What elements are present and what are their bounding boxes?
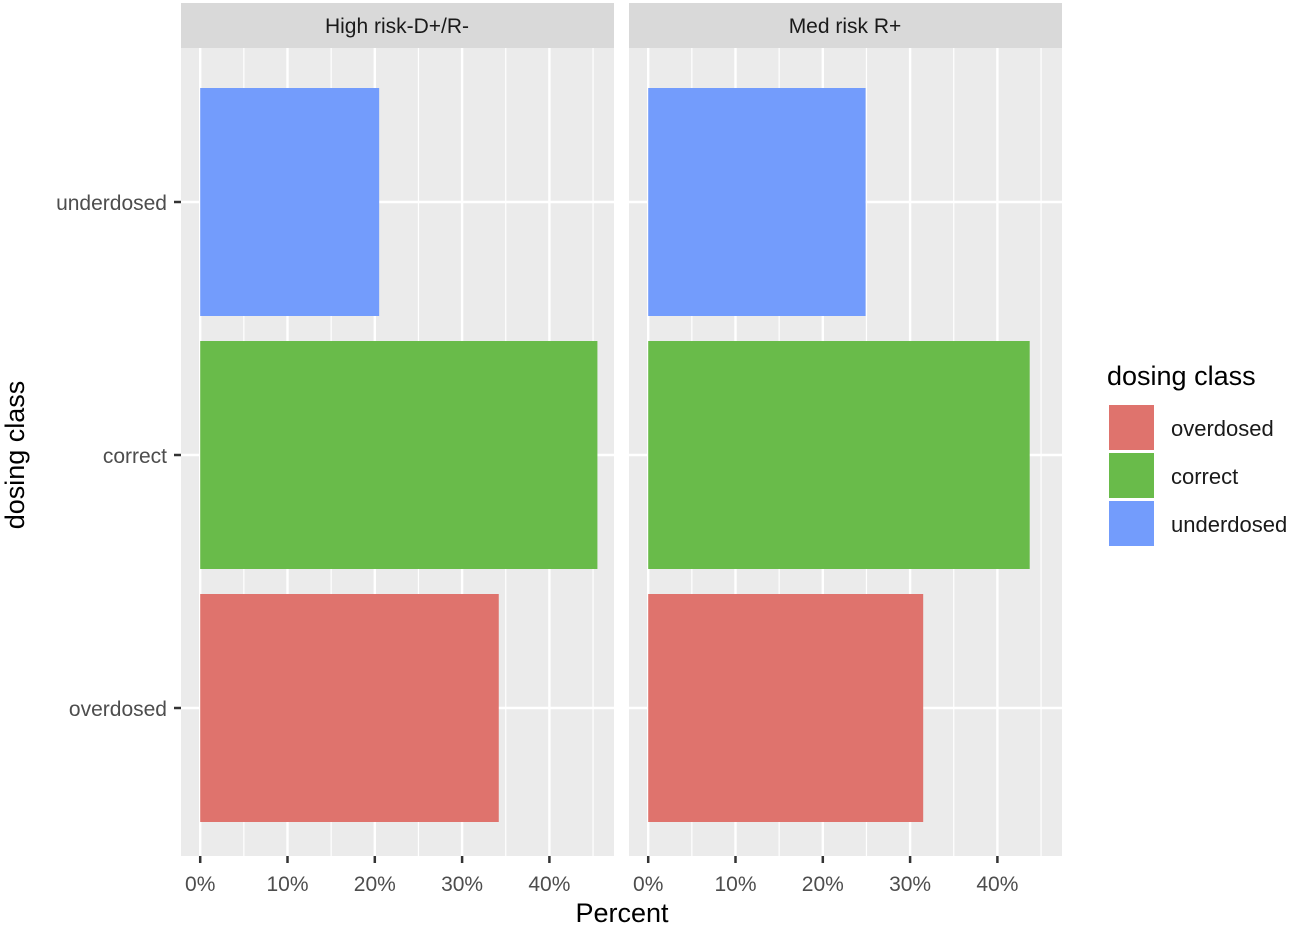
facet-label-high-risk: High risk-D+/R- bbox=[325, 15, 469, 38]
x-tick-label: 40% bbox=[976, 873, 1018, 896]
x-tick-label: 0% bbox=[185, 873, 215, 896]
bar-med-risk-overdosed bbox=[648, 594, 924, 822]
legend-key-correct bbox=[1109, 453, 1154, 498]
legend-label-underdosed: underdosed bbox=[1171, 512, 1287, 537]
x-tick-label: 20% bbox=[354, 873, 396, 896]
legend-title: dosing class bbox=[1107, 361, 1256, 391]
x-tick-label: 10% bbox=[266, 873, 308, 896]
y-tick-label-overdosed: overdosed bbox=[69, 698, 167, 721]
legend-key-overdosed bbox=[1109, 405, 1154, 450]
x-tick-label: 40% bbox=[528, 873, 570, 896]
x-tick-label: 30% bbox=[889, 873, 931, 896]
y-tick-label-correct: correct bbox=[103, 445, 167, 468]
facet-strip-high-risk bbox=[181, 3, 614, 48]
bar-high-risk-correct bbox=[200, 341, 598, 569]
facet-label-med-risk: Med risk R+ bbox=[789, 15, 902, 38]
bar-layer bbox=[200, 88, 1030, 822]
bar-med-risk-correct bbox=[648, 341, 1030, 569]
legend-key-underdosed bbox=[1109, 501, 1154, 546]
legend-label-overdosed: overdosed bbox=[1171, 416, 1274, 441]
y-axis-title: dosing class bbox=[0, 381, 30, 530]
axis-layer: 0% 10% 20% 30% 40% 0% 10% 20% 30% 40% bbox=[185, 856, 1018, 896]
bar-med-risk-underdosed bbox=[648, 88, 866, 316]
x-axis-title: Percent bbox=[575, 898, 669, 928]
x-tick-label: 10% bbox=[714, 873, 756, 896]
bar-high-risk-underdosed bbox=[200, 88, 380, 316]
legend-label-correct: correct bbox=[1171, 464, 1238, 489]
bar-high-risk-overdosed bbox=[200, 594, 499, 822]
x-tick-label: 30% bbox=[441, 873, 483, 896]
facet-strip-med-risk bbox=[629, 3, 1062, 48]
x-tick-label: 0% bbox=[633, 873, 663, 896]
y-tick-label-underdosed: underdosed bbox=[56, 192, 167, 215]
x-tick-label: 20% bbox=[802, 873, 844, 896]
